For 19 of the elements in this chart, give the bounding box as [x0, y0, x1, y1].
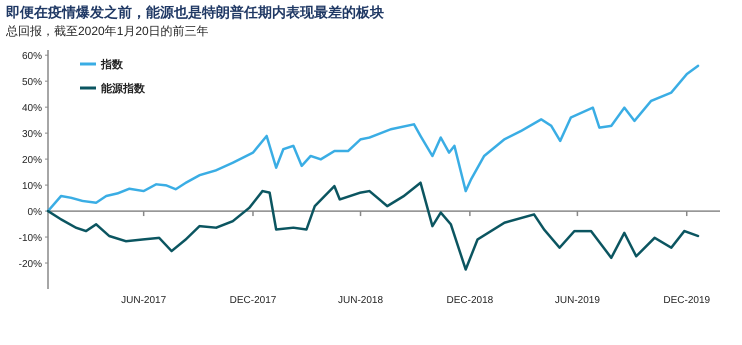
chart-subtitle: 总回报，截至2020年1月20日的前三年	[5, 24, 209, 38]
y-tick-label: 30%	[22, 129, 42, 140]
x-tick-label: JUN-2017	[121, 295, 167, 306]
y-tick-label: -20%	[18, 259, 42, 270]
y-tick-label: -10%	[18, 233, 42, 244]
y-tick-label: 50%	[22, 77, 42, 88]
x-tick-label: DEC-2018	[446, 295, 494, 306]
y-tick-label: 40%	[22, 103, 42, 114]
x-tick-label: DEC-2017	[230, 295, 277, 306]
y-tick-label: 0%	[28, 207, 42, 218]
x-tick-label: JUN-2019	[554, 295, 600, 306]
y-tick-label: 60%	[22, 51, 42, 62]
chart-title: 即便在疫情爆发之前，能源也是特朗普任期内表现最差的板块	[6, 4, 384, 20]
legend-label: 指数	[100, 58, 124, 71]
x-tick-label: DEC-2019	[663, 295, 711, 306]
legend-label: 能源指数	[101, 82, 146, 95]
y-tick-label: 20%	[22, 155, 42, 166]
y-tick-label: 10%	[22, 181, 42, 192]
x-tick-label: JUN-2018	[338, 295, 384, 306]
